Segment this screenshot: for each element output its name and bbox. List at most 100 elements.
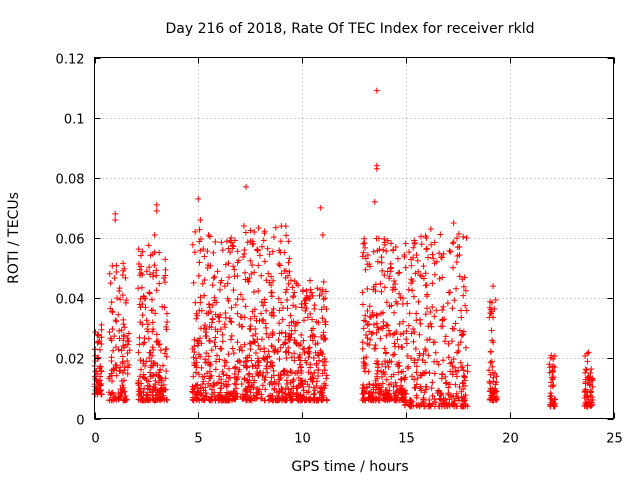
data-point (588, 394, 595, 401)
data-point (271, 349, 278, 356)
data-point (108, 337, 115, 344)
data-point (119, 358, 126, 365)
data-point (239, 296, 246, 303)
data-point (321, 362, 328, 369)
data-point (223, 372, 230, 379)
data-point (451, 326, 458, 333)
data-point (244, 396, 251, 403)
data-point (455, 341, 462, 348)
data-point (259, 336, 266, 343)
data-point (106, 329, 113, 336)
data-point (119, 292, 126, 299)
data-point (230, 287, 237, 294)
data-point (361, 235, 368, 242)
data-point (299, 288, 306, 295)
data-point (110, 365, 117, 372)
data-point (289, 385, 296, 392)
data-point (456, 397, 463, 404)
data-point (217, 385, 224, 392)
data-point (403, 336, 410, 343)
data-point (145, 378, 152, 385)
data-point (236, 357, 243, 364)
data-point (125, 338, 132, 345)
data-point (97, 363, 104, 370)
data-point (196, 226, 203, 233)
data-point (431, 370, 438, 377)
data-point (296, 353, 303, 360)
data-point (360, 325, 367, 332)
data-point (221, 321, 228, 328)
data-point (296, 361, 303, 368)
data-point (321, 335, 328, 342)
data-point (138, 380, 145, 387)
x-tick-label: 15 (398, 432, 415, 447)
data-point (248, 381, 255, 388)
data-point (461, 373, 468, 380)
data-point (426, 336, 433, 343)
data-point (140, 293, 147, 300)
data-point (258, 391, 265, 398)
data-point (369, 329, 376, 336)
data-point (290, 302, 297, 309)
data-point (116, 288, 123, 294)
data-point (436, 275, 443, 282)
data-point (256, 252, 263, 259)
data-point (278, 270, 285, 277)
data-point (116, 335, 123, 342)
data-point (225, 351, 232, 358)
data-point (242, 303, 249, 310)
data-point (458, 314, 465, 321)
data-point (191, 349, 198, 356)
data-point (241, 376, 248, 383)
data-point (249, 332, 256, 339)
data-point (451, 403, 458, 410)
data-point (359, 301, 366, 308)
data-point (427, 320, 434, 327)
data-point (207, 308, 214, 315)
data-point (455, 347, 462, 354)
data-point (156, 387, 163, 394)
data-point (268, 312, 275, 319)
data-point (98, 341, 105, 348)
data-point (110, 347, 117, 354)
data-point (261, 228, 268, 235)
data-point (163, 310, 170, 317)
data-point (388, 373, 395, 380)
data-point (382, 363, 389, 370)
data-point (146, 349, 153, 356)
data-point (423, 246, 430, 253)
data-point (386, 273, 393, 280)
data-point (208, 319, 215, 326)
data-point (118, 347, 125, 354)
data-point (211, 339, 218, 346)
data-point (190, 397, 197, 404)
data-point (201, 397, 208, 404)
data-point (153, 287, 160, 294)
data-point (318, 334, 325, 341)
data-point (426, 397, 433, 404)
data-point (216, 318, 223, 325)
data-point (431, 313, 438, 320)
data-point (201, 276, 208, 283)
data-point (265, 393, 272, 400)
data-point (410, 338, 417, 345)
data-point (420, 275, 427, 282)
data-point (431, 396, 438, 403)
data-point (413, 317, 420, 324)
data-point (443, 379, 450, 386)
data-point (255, 342, 262, 349)
data-point (261, 397, 268, 404)
data-point (254, 370, 261, 377)
data-point (460, 380, 467, 387)
data-point (422, 346, 429, 353)
data-point (363, 354, 370, 361)
data-point (282, 330, 289, 337)
data-point (270, 343, 277, 350)
data-point (427, 308, 434, 315)
data-point (317, 286, 324, 293)
data-point (276, 355, 283, 362)
data-point (460, 328, 467, 335)
data-point (413, 310, 420, 317)
data-point (239, 394, 246, 401)
data-point (124, 341, 131, 348)
